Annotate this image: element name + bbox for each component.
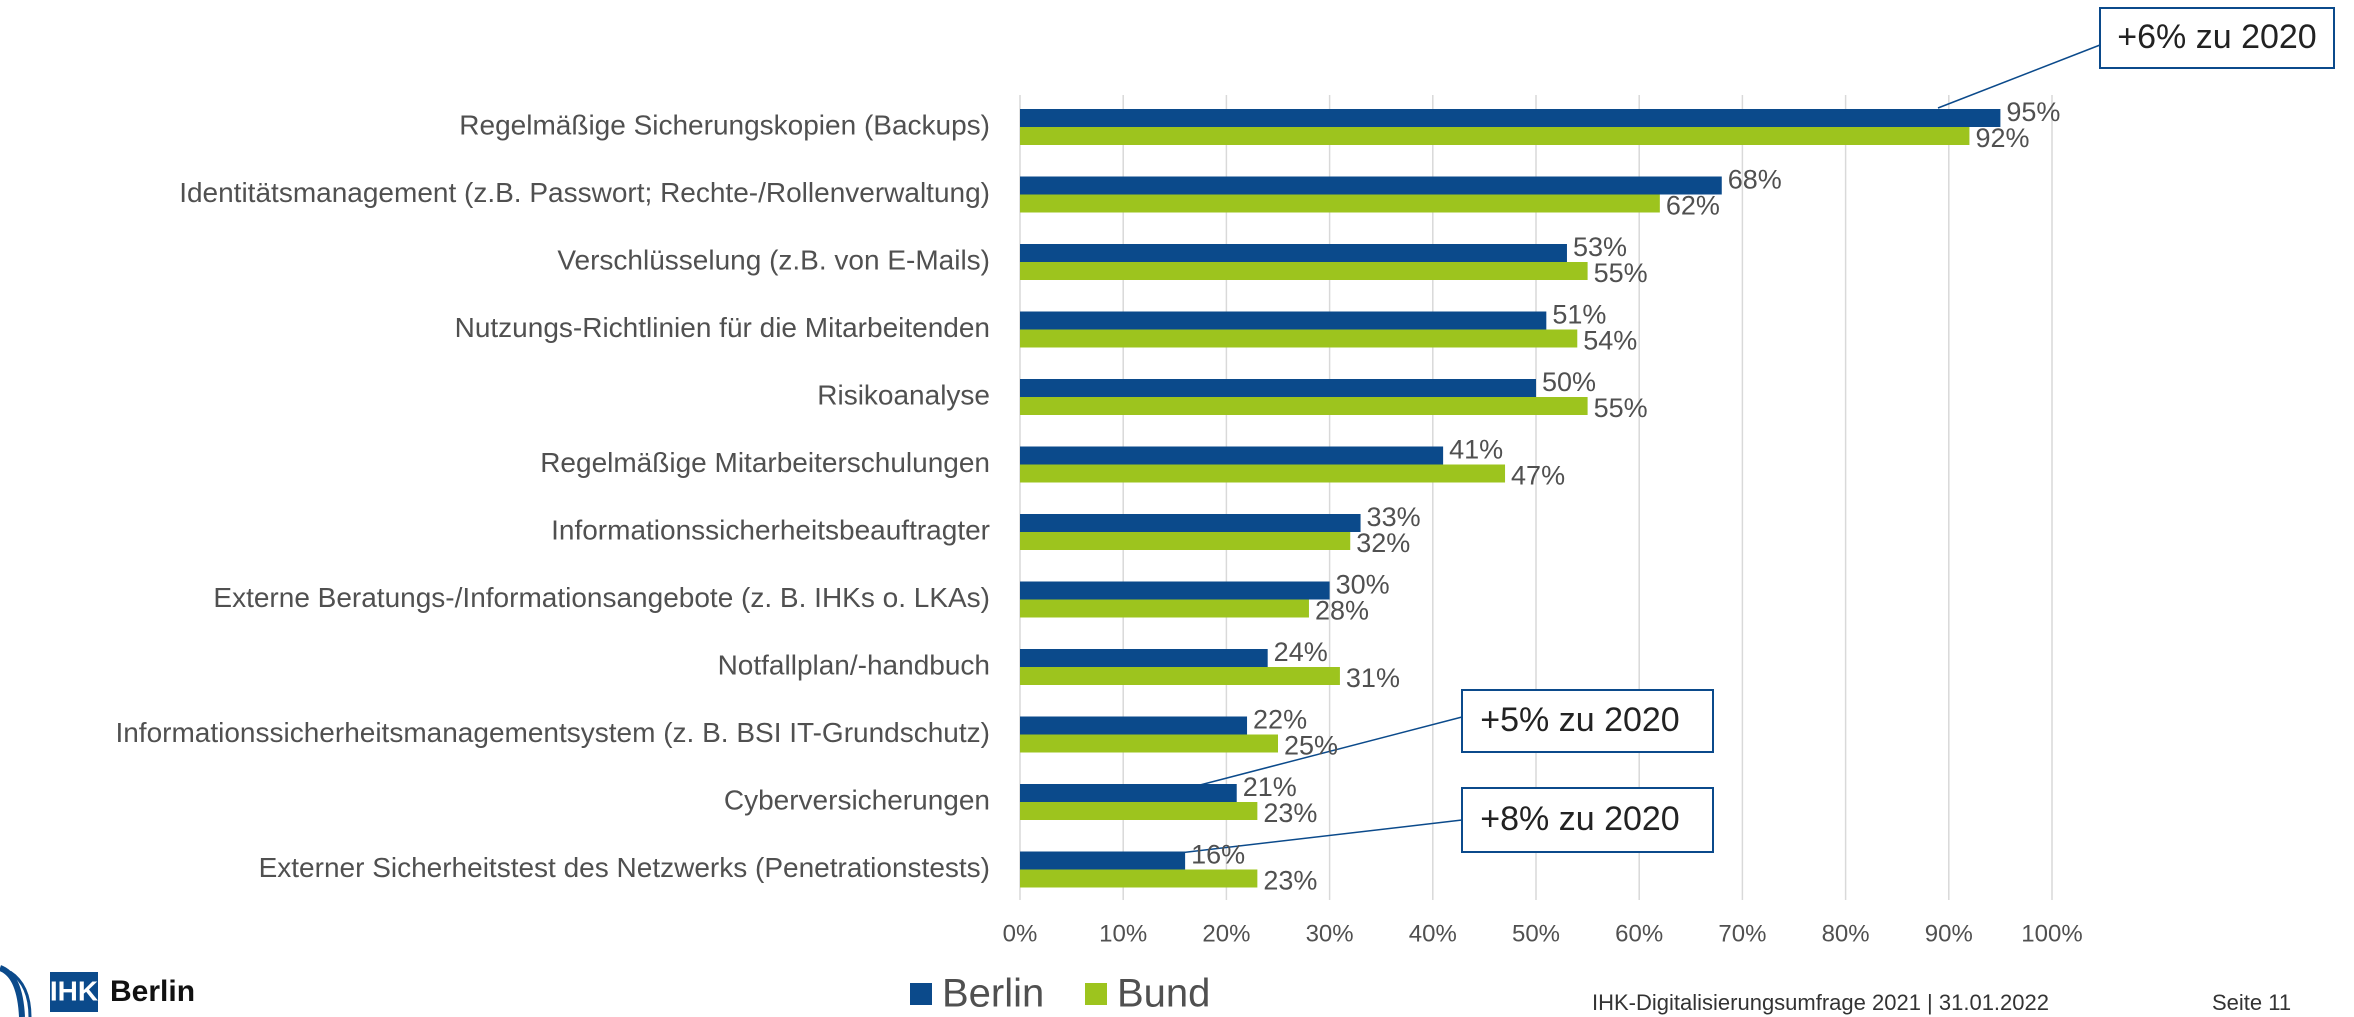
value-label: 23%: [1263, 866, 1317, 896]
bar: [1020, 581, 1330, 600]
annotation-line: [1937, 44, 2101, 109]
bar: [1020, 194, 1660, 213]
x-tick-label: 60%: [1615, 920, 1663, 947]
bar: [1020, 329, 1578, 348]
y-tick-label: Informationssicherheitsmanagementsystem …: [115, 717, 990, 748]
y-tick-label: Informationssicherheitsbeauftragter: [551, 514, 990, 545]
x-tick-label: 50%: [1512, 920, 1560, 947]
value-label: 23%: [1263, 798, 1317, 828]
x-tick-label: 0%: [1003, 920, 1038, 947]
bar: [1020, 716, 1248, 735]
value-label: 25%: [1284, 731, 1338, 761]
y-tick-label: Nutzungs-Richtlinien für die Mitarbeiten…: [455, 312, 990, 343]
x-tick-label: 30%: [1306, 920, 1354, 947]
annotation-line: [1161, 819, 1463, 856]
bar: [1020, 514, 1361, 532]
logo-box: [50, 972, 98, 1012]
footer-page: Seite 11: [2212, 990, 2291, 1015]
value-label: 55%: [1594, 258, 1648, 288]
legend-label: Berlin: [942, 972, 1044, 1016]
value-label: 62%: [1666, 191, 1720, 221]
x-tick-label: 40%: [1409, 920, 1457, 947]
annotation: +5% zu 2020: [1480, 701, 1679, 739]
annotation: +6% zu 2020: [2117, 18, 2316, 56]
logo-arc: [0, 965, 25, 1017]
legend-label: Bund: [1117, 972, 1210, 1016]
bar: [1020, 176, 1722, 195]
value-label: 21%: [1243, 772, 1297, 802]
legend-swatch: [1085, 983, 1107, 1005]
value-label: 51%: [1552, 300, 1606, 330]
y-tick-label: Risikoanalyse: [817, 379, 990, 410]
bar: [1020, 464, 1506, 483]
value-label: 32%: [1356, 528, 1410, 558]
bar: [1020, 734, 1278, 753]
value-label: 24%: [1274, 637, 1328, 667]
x-tick-label: 100%: [2021, 920, 2082, 947]
value-label: 47%: [1511, 461, 1565, 491]
bar: [1020, 649, 1268, 667]
x-tick-label: 10%: [1099, 920, 1147, 947]
logo: IHK Berlin: [0, 965, 195, 1017]
bar: [1020, 667, 1340, 685]
x-tick-label: 80%: [1822, 920, 1870, 947]
annotation-box: [1461, 689, 1714, 753]
footer-source: IHK-Digitalisierungsumfrage 2021 | 31.01…: [1592, 990, 2049, 1015]
value-label: 95%: [2006, 97, 2060, 127]
bar: [1020, 869, 1258, 888]
annotation-line: [1199, 716, 1463, 786]
y-tick-label: Externe Beratungs-/Informationsangebote …: [213, 582, 990, 613]
value-label: 28%: [1315, 596, 1369, 626]
value-label: 33%: [1367, 502, 1421, 532]
x-tick-label: 20%: [1202, 920, 1250, 947]
y-tick-label: Externer Sicherheitstest des Netzwerks (…: [259, 852, 990, 883]
y-tick-label: Cyberversicherungen: [724, 784, 990, 815]
legend-swatch: [910, 983, 932, 1005]
bar: [1020, 802, 1258, 820]
x-tick-label: 70%: [1718, 920, 1766, 947]
bar: [1020, 397, 1588, 415]
value-label: 31%: [1346, 663, 1400, 693]
bar: [1020, 379, 1536, 397]
value-label: 22%: [1253, 705, 1307, 735]
bar: [1020, 262, 1588, 280]
y-tick-label: Verschlüsselung (z.B. von E-Mails): [557, 244, 990, 275]
annotation-box: [2099, 7, 2335, 69]
value-label: 50%: [1542, 367, 1596, 397]
y-tick-label: Regelmäßige Sicherungskopien (Backups): [459, 109, 990, 140]
logo-text: IHK: [50, 975, 98, 1006]
value-label: 68%: [1728, 165, 1782, 195]
bar: [1020, 127, 1970, 145]
bar: [1020, 784, 1237, 802]
y-tick-label: Notfallplan/-handbuch: [718, 649, 990, 680]
value-label: 53%: [1573, 232, 1627, 262]
value-label: 16%: [1191, 840, 1245, 870]
bar: [1020, 851, 1186, 870]
logo-arc: [9, 970, 32, 1017]
bar: [1020, 446, 1444, 465]
y-tick-label: Regelmäßige Mitarbeiterschulungen: [540, 447, 990, 478]
value-label: 92%: [1975, 123, 2029, 153]
bar: [1020, 109, 2001, 127]
bar: [1020, 244, 1567, 262]
value-label: 30%: [1336, 570, 1390, 600]
bar: [1020, 532, 1351, 550]
bar: [1020, 599, 1309, 618]
bar: [1020, 311, 1547, 330]
y-tick-label: Identitätsmanagement (z.B. Passwort; Rec…: [179, 177, 990, 208]
x-tick-label: 90%: [1925, 920, 1973, 947]
logo-org: Berlin: [110, 975, 195, 1008]
value-label: 54%: [1583, 326, 1637, 356]
annotation: +8% zu 2020: [1480, 800, 1679, 838]
value-label: 55%: [1594, 393, 1648, 423]
value-label: 41%: [1449, 435, 1503, 465]
